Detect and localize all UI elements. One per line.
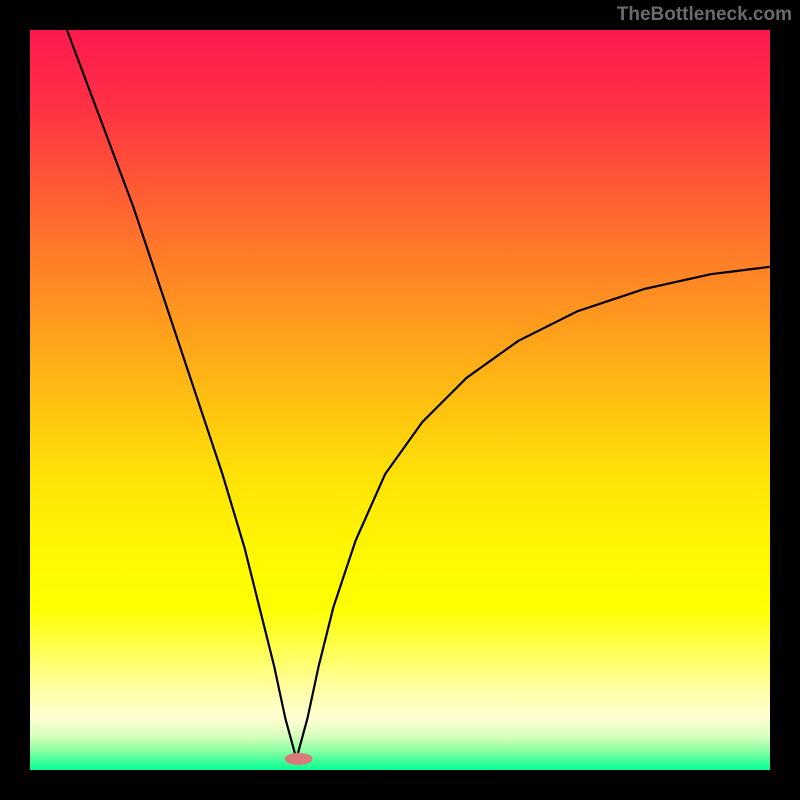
- chart-svg: [0, 0, 800, 800]
- optimal-point-marker: [285, 753, 313, 765]
- plot-background: [30, 30, 770, 770]
- bottleneck-chart: TheBottleneck.com: [0, 0, 800, 800]
- watermark-text: TheBottleneck.com: [617, 4, 792, 26]
